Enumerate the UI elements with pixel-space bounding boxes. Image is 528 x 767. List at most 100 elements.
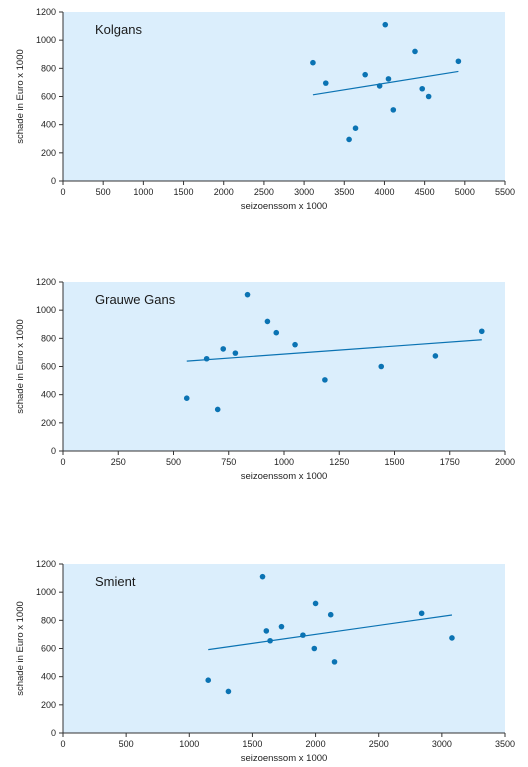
x-tick-label: 0	[60, 187, 65, 197]
data-point	[263, 628, 270, 634]
x-tick-label: 3000	[432, 739, 452, 749]
y-tick-label: 600	[41, 92, 56, 102]
x-tick-label: 1500	[384, 457, 404, 467]
y-tick-label: 400	[41, 120, 56, 130]
x-tick-label: 1000	[133, 187, 153, 197]
data-point	[273, 329, 280, 336]
y-tick-label: 1200	[36, 7, 56, 17]
y-tick-label: 0	[51, 728, 56, 738]
plot-area	[63, 282, 505, 451]
data-point	[352, 125, 359, 131]
data-point	[267, 637, 273, 644]
data-point	[378, 363, 385, 370]
x-tick-label: 500	[96, 187, 111, 197]
y-tick-label: 200	[41, 148, 56, 158]
data-point	[418, 610, 425, 617]
x-tick-label: 3000	[294, 187, 314, 197]
data-point	[203, 355, 210, 362]
x-tick-label: 4500	[415, 187, 435, 197]
x-tick-label: 2500	[369, 739, 389, 749]
chart-smient: 0 500 1000 1500 2000 2500 3000 3500 0 200 400 600 80…	[15, 559, 515, 764]
chart-title: Grauwe Gans	[95, 292, 176, 307]
y-tick-label: 800	[41, 63, 56, 73]
data-point	[264, 318, 271, 325]
x-axis-label: seizoenssom x 1000	[241, 753, 328, 764]
data-point	[390, 107, 397, 113]
y-tick-label: 1000	[36, 35, 56, 45]
data-point	[322, 377, 328, 383]
data-point	[259, 573, 266, 580]
x-tick-label: 0	[60, 739, 65, 749]
x-tick-label: 5000	[455, 187, 475, 197]
x-tick-label: 250	[111, 457, 126, 467]
x-tick-label: 1500	[242, 739, 262, 749]
data-point	[432, 353, 439, 359]
x-tick-label: 3500	[334, 187, 354, 197]
y-axis-label: schade in Euro x 1000	[15, 49, 26, 144]
y-tick-label: 0	[51, 446, 56, 456]
x-tick-label: 0	[60, 457, 65, 467]
data-point	[278, 623, 285, 630]
chart-title: Kolgans	[95, 22, 142, 37]
y-tick-label: 600	[41, 362, 56, 372]
data-point	[244, 291, 251, 298]
x-tick-label: 1250	[329, 457, 349, 467]
data-point	[455, 58, 462, 65]
x-tick-label: 4000	[374, 187, 394, 197]
data-point	[292, 341, 298, 348]
trend-line	[312, 70, 459, 96]
y-axis-label: schade in Euro x 1000	[15, 319, 26, 414]
x-tick-label: 1000	[274, 457, 294, 467]
data-point	[225, 688, 232, 695]
plot-area	[63, 12, 505, 181]
data-point	[312, 600, 319, 607]
chart-grauwe-gans: 0 250 500 750 1000 1250 1500 1750 2000 0 200 400 600…	[15, 277, 515, 482]
data-point	[300, 632, 306, 638]
y-tick-label: 1000	[36, 587, 56, 597]
x-axis-label: seizoenssom x 1000	[241, 201, 328, 212]
data-point	[205, 677, 212, 683]
x-tick-label: 5500	[495, 187, 515, 197]
y-tick-label: 1000	[36, 305, 56, 315]
x-tick-label: 2500	[254, 187, 274, 197]
x-tick-label: 1000	[179, 739, 199, 749]
data-point	[220, 346, 227, 352]
y-tick-label: 600	[41, 644, 56, 654]
data-point	[376, 83, 383, 89]
y-tick-label: 200	[41, 700, 56, 710]
data-point	[183, 395, 190, 401]
y-tick-label: 1200	[36, 559, 56, 569]
data-point	[322, 80, 329, 86]
y-tick-label: 1200	[36, 277, 56, 287]
data-point	[310, 59, 316, 66]
y-axis-label: schade in Euro x 1000	[15, 601, 26, 696]
data-point	[331, 659, 338, 665]
data-point	[327, 611, 334, 618]
x-tick-label: 750	[221, 457, 236, 467]
data-point	[385, 76, 392, 82]
x-tick-label: 2000	[214, 187, 234, 197]
chart-kolgans: 0 500 1000 1500 2000 2500 3000 3500 4000 4500 5000…	[15, 7, 515, 212]
data-point	[346, 136, 352, 143]
data-point	[425, 93, 432, 100]
x-tick-label: 500	[166, 457, 181, 467]
x-tick-label: 3500	[495, 739, 515, 749]
x-tick-label: 2000	[495, 457, 515, 467]
x-axis-label: seizoenssom x 1000	[241, 471, 328, 482]
x-tick-label: 1750	[440, 457, 460, 467]
data-point	[232, 350, 239, 356]
data-point	[412, 48, 418, 55]
y-tick-label: 800	[41, 333, 56, 343]
y-tick-label: 200	[41, 418, 56, 428]
data-point	[214, 406, 221, 413]
data-point	[382, 21, 389, 28]
data-point	[478, 328, 485, 335]
y-tick-label: 0	[51, 176, 56, 186]
data-point	[449, 635, 455, 641]
trend-line	[186, 339, 482, 362]
data-point	[311, 645, 318, 652]
data-point	[419, 85, 426, 92]
chart-title: Smient	[95, 574, 136, 589]
y-tick-label: 800	[41, 615, 56, 625]
